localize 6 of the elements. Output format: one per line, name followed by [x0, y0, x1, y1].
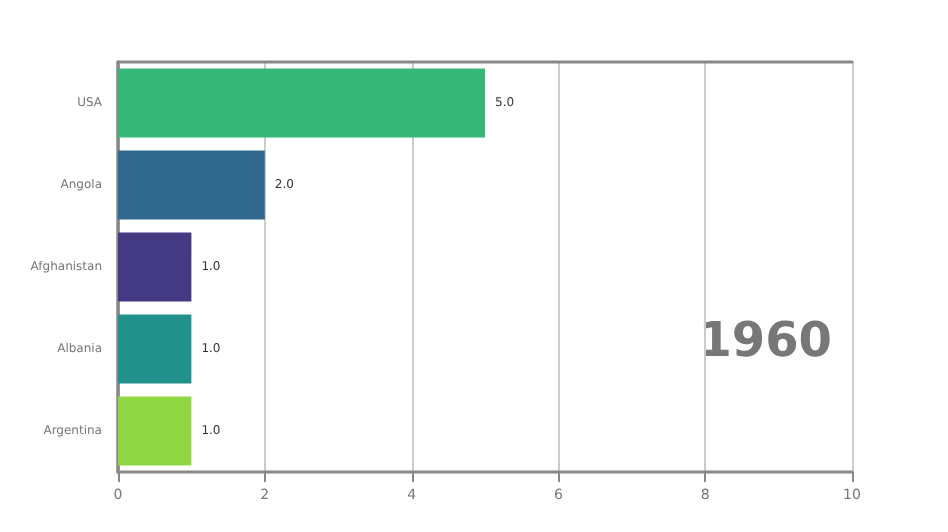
bar	[118, 150, 265, 220]
bar	[118, 232, 192, 302]
bar	[118, 68, 485, 138]
annotation: 1960	[698, 312, 832, 368]
bar	[118, 314, 192, 384]
bar	[118, 396, 192, 466]
